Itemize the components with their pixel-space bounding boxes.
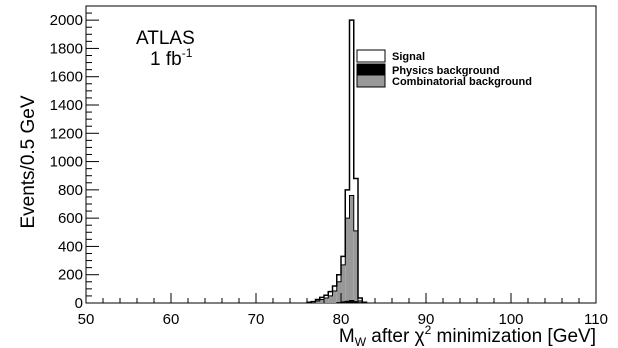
combinatorial-background-bin-11 [353, 230, 358, 303]
physics-background-bin-4 [353, 301, 358, 303]
legend-swatch-signal [356, 49, 386, 63]
y-tick-label: 1400 [50, 97, 83, 114]
x-tick-label: 100 [498, 311, 523, 328]
combinatorial-background-bin-6 [332, 290, 337, 303]
physics-background-bin-2 [345, 301, 350, 303]
y-tick-label: 1000 [50, 154, 83, 171]
atlas-label: ATLAS [136, 28, 195, 49]
combinatorial-background-histogram [306, 195, 363, 304]
y-tick-label: 2000 [50, 12, 83, 29]
y-tick-label: 0 [75, 295, 83, 312]
y-tick-label: 1800 [50, 40, 83, 57]
axis-tick-labels: 50 60 70 80 90 100 110 0 200 400 600 800 1000 1200 140… [50, 12, 608, 328]
legend: Signal Physics background Combinatorial … [356, 49, 532, 88]
combinatorial-background-bin-2 [315, 301, 320, 303]
x-axis-title-sup: 2 [425, 323, 432, 337]
x-tick-label: 70 [248, 311, 265, 328]
y-tick-label: 1600 [50, 69, 83, 86]
combinatorial-background-bin-4 [324, 298, 329, 303]
x-tick-label: 110 [584, 311, 608, 328]
physics-background-bin-1 [341, 301, 346, 303]
x-tick-label: 60 [163, 311, 180, 328]
signal-outline [306, 19, 368, 304]
x-tick-label: 80 [333, 311, 350, 328]
y-tick-label: 400 [58, 238, 83, 255]
y-tick-label: 600 [58, 210, 83, 227]
physics-background-bin-3 [349, 300, 354, 303]
combinatorial-background-bin-9 [345, 218, 350, 303]
legend-swatch-physics [356, 63, 386, 77]
x-tick-label: 90 [418, 311, 435, 328]
legend-label-physics: Physics background [392, 65, 500, 77]
signal-histogram [306, 19, 368, 304]
x-axis-title: MW after χ2 minimization [GeV] [339, 323, 596, 348]
legend-swatch-combinatorial [356, 74, 386, 88]
luminosity-label: 1 fb-1 [150, 46, 193, 70]
x-axis-title-sub: W [355, 335, 367, 348]
combinatorial-background-bin-12 [358, 300, 363, 303]
y-tick-label: 200 [58, 267, 83, 284]
axis-ticks [85, 5, 597, 304]
y-axis-title: Events/0.5 GeV [18, 95, 39, 228]
x-tick-label: 50 [78, 311, 95, 328]
combinatorial-background-bin-8 [341, 264, 346, 303]
combinatorial-background-bin-10 [349, 195, 354, 303]
legend-label-combinatorial: Combinatorial background [392, 76, 532, 88]
combinatorial-background-bin-7 [336, 281, 341, 303]
combinatorial-background-bin-5 [328, 295, 333, 303]
legend-label-signal: Signal [392, 51, 425, 63]
y-tick-label: 1200 [50, 125, 83, 142]
luminosity-superscript: -1 [182, 46, 193, 60]
y-tick-label: 800 [58, 182, 83, 199]
combinatorial-background-bin-3 [319, 299, 324, 303]
